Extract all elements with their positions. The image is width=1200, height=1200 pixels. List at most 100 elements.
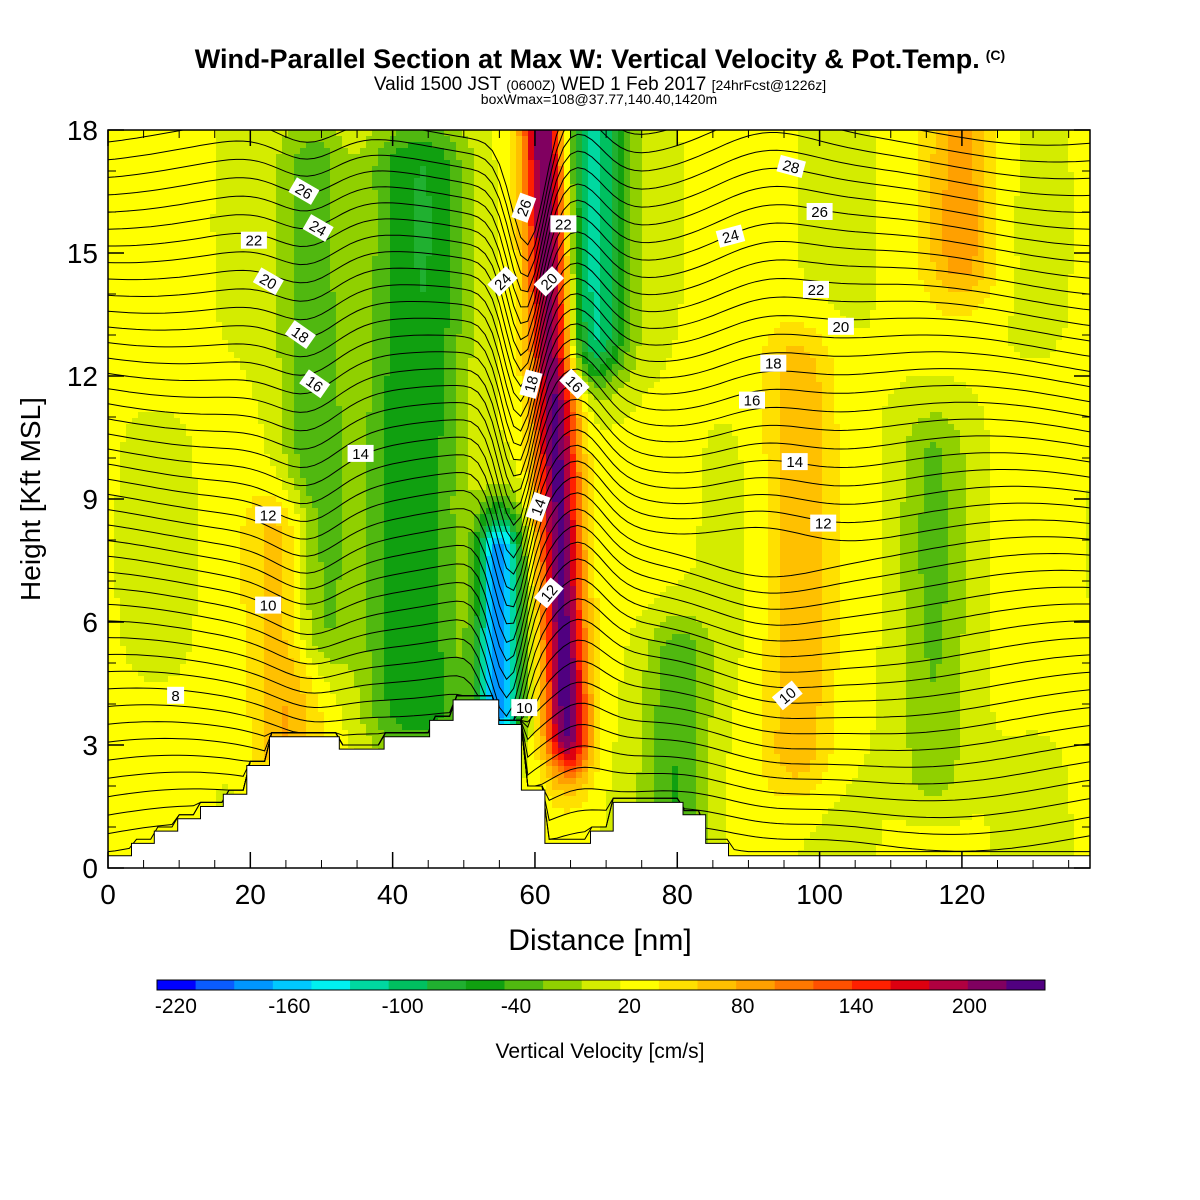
velocity-cell bbox=[510, 142, 517, 149]
velocity-cell bbox=[168, 148, 175, 155]
velocity-cell bbox=[252, 262, 259, 269]
velocity-cell bbox=[834, 286, 841, 293]
velocity-cell bbox=[168, 256, 175, 263]
velocity-cell bbox=[366, 190, 373, 197]
velocity-cell bbox=[996, 226, 1003, 233]
velocity-cell bbox=[900, 262, 907, 269]
velocity-cell bbox=[1038, 286, 1045, 293]
velocity-cell bbox=[852, 172, 859, 179]
velocity-cell bbox=[930, 178, 937, 185]
velocity-cell bbox=[624, 256, 631, 263]
velocity-cell bbox=[852, 238, 859, 245]
velocity-cell bbox=[1068, 148, 1075, 155]
velocity-cell bbox=[306, 202, 313, 209]
velocity-cell bbox=[438, 196, 445, 203]
velocity-cell bbox=[198, 196, 205, 203]
velocity-cell bbox=[804, 256, 811, 263]
velocity-cell bbox=[876, 148, 883, 155]
velocity-cell bbox=[1002, 154, 1009, 161]
velocity-cell bbox=[942, 238, 949, 245]
velocity-cell bbox=[798, 286, 805, 293]
velocity-cell bbox=[240, 148, 247, 155]
velocity-cell bbox=[1056, 280, 1063, 287]
velocity-cell bbox=[666, 178, 673, 185]
velocity-cell bbox=[1008, 220, 1015, 227]
velocity-cell bbox=[444, 184, 451, 191]
velocity-cell bbox=[696, 142, 703, 149]
velocity-cell bbox=[660, 136, 667, 143]
velocity-cell bbox=[702, 292, 709, 299]
velocity-cell bbox=[786, 250, 793, 257]
velocity-cell bbox=[624, 220, 631, 227]
velocity-cell bbox=[942, 136, 949, 143]
velocity-cell bbox=[372, 310, 379, 317]
velocity-cell bbox=[888, 202, 895, 209]
velocity-cell bbox=[288, 166, 295, 173]
velocity-cell bbox=[120, 172, 127, 179]
velocity-cell bbox=[1032, 262, 1039, 269]
velocity-cell bbox=[660, 304, 667, 311]
velocity-cell bbox=[204, 196, 211, 203]
velocity-cell bbox=[780, 214, 787, 221]
velocity-cell bbox=[498, 262, 505, 269]
velocity-cell bbox=[522, 220, 529, 227]
velocity-cell bbox=[756, 172, 763, 179]
velocity-cell bbox=[918, 226, 925, 233]
velocity-cell bbox=[630, 172, 637, 179]
velocity-cell bbox=[684, 214, 691, 221]
velocity-cell bbox=[324, 160, 331, 167]
velocity-cell bbox=[204, 202, 211, 209]
velocity-cell bbox=[120, 298, 127, 305]
velocity-cell bbox=[666, 160, 673, 167]
velocity-cell bbox=[912, 196, 919, 203]
velocity-cell bbox=[1020, 298, 1027, 305]
velocity-cell bbox=[750, 190, 757, 197]
velocity-cell bbox=[402, 304, 409, 311]
velocity-cell bbox=[1080, 202, 1087, 209]
velocity-cell bbox=[822, 268, 829, 275]
velocity-cell bbox=[1056, 268, 1063, 275]
velocity-cell bbox=[120, 286, 127, 293]
velocity-cell bbox=[258, 256, 265, 263]
velocity-cell bbox=[468, 202, 475, 209]
velocity-cell bbox=[822, 154, 829, 161]
velocity-cell bbox=[288, 280, 295, 287]
velocity-cell bbox=[846, 136, 853, 143]
velocity-cell bbox=[660, 256, 667, 263]
velocity-cell bbox=[882, 220, 889, 227]
velocity-cell bbox=[450, 292, 457, 299]
velocity-cell bbox=[954, 196, 961, 203]
velocity-cell bbox=[840, 214, 847, 221]
velocity-cell bbox=[534, 202, 541, 209]
velocity-cell bbox=[456, 226, 463, 233]
velocity-cell bbox=[894, 142, 901, 149]
velocity-cell bbox=[192, 148, 199, 155]
velocity-cell bbox=[738, 250, 745, 257]
velocity-cell bbox=[1080, 136, 1087, 143]
velocity-cell bbox=[528, 298, 535, 305]
velocity-cell bbox=[456, 202, 463, 209]
velocity-cell bbox=[312, 154, 319, 161]
velocity-cell bbox=[534, 130, 541, 137]
velocity-cell bbox=[930, 214, 937, 221]
velocity-cell bbox=[402, 196, 409, 203]
velocity-cell bbox=[1032, 172, 1039, 179]
velocity-cell bbox=[204, 280, 211, 287]
velocity-cell bbox=[1020, 262, 1027, 269]
velocity-cell bbox=[888, 148, 895, 155]
velocity-cell bbox=[708, 280, 715, 287]
velocity-cell bbox=[894, 292, 901, 299]
velocity-cell bbox=[642, 280, 649, 287]
velocity-cell bbox=[612, 220, 619, 227]
velocity-cell bbox=[1002, 136, 1009, 143]
velocity-cell bbox=[174, 286, 181, 293]
velocity-cell bbox=[726, 196, 733, 203]
velocity-cell bbox=[1026, 232, 1033, 239]
velocity-cell bbox=[618, 220, 625, 227]
velocity-cell bbox=[432, 304, 439, 311]
velocity-cell bbox=[588, 250, 595, 257]
velocity-cell bbox=[300, 130, 307, 137]
velocity-cell bbox=[462, 238, 469, 245]
velocity-cell bbox=[780, 178, 787, 185]
velocity-cell bbox=[966, 202, 973, 209]
